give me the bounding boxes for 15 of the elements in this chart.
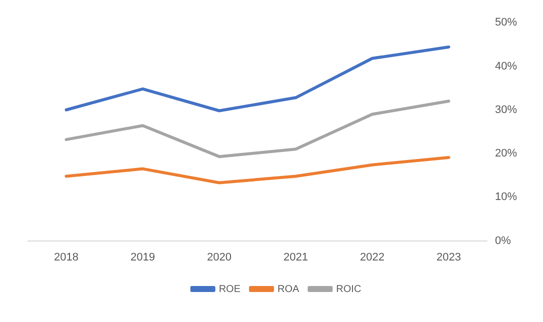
y-tick-label: 40% [494,60,518,72]
x-tick-label: 2019 [130,251,155,264]
x-tick-label: 2020 [207,251,232,264]
y-tick-label: 20% [494,148,518,160]
x-tick-label: 2018 [54,251,78,264]
y-tick-label: 30% [494,104,518,116]
y-tick-label: 10% [494,191,518,204]
legend-label: ROE [218,284,241,295]
x-tick-label: 2023 [436,251,461,264]
y-tick-label: 50% [494,16,518,29]
y-tick-label: 0% [494,234,512,247]
legend-label: ROIC [336,284,362,295]
legend-label: ROA [278,284,300,295]
x-tick-label: 2022 [360,251,384,264]
x-tick-label: 2021 [284,251,308,264]
